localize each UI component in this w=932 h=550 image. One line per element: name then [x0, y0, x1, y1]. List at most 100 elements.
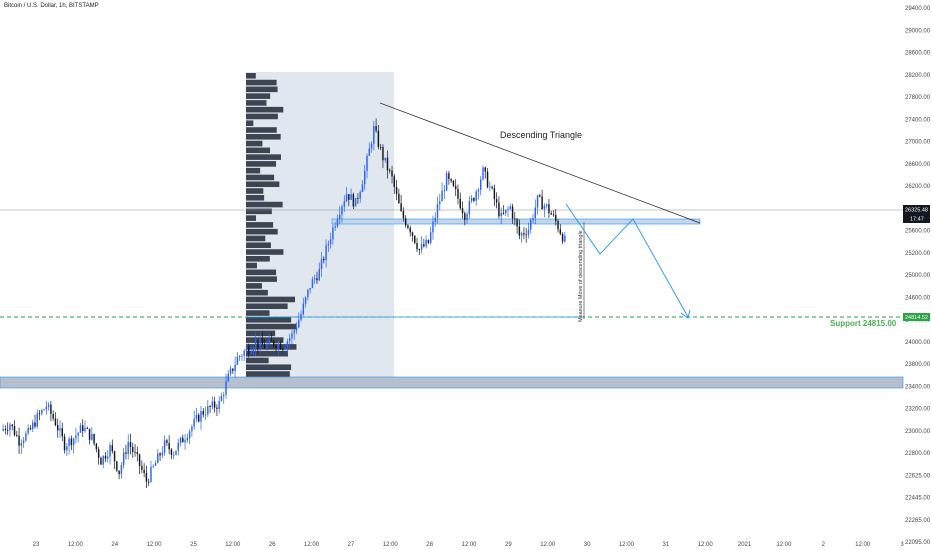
price-axis[interactable]: 29400.00 29000.00 28600.00 28200.00 27800.00…: [905, 6, 931, 546]
volume-profile-bar: [246, 106, 284, 113]
candle-body: [43, 409, 45, 411]
volume-profile-bar: [246, 181, 280, 188]
volume-profile-bar: [246, 120, 254, 127]
candle-body: [232, 368, 234, 371]
candle-body: [509, 206, 512, 209]
candle-body: [245, 347, 248, 351]
candle-body: [207, 405, 209, 415]
price-tick-label: 24000.00: [905, 340, 931, 346]
candle-body: [345, 194, 348, 202]
candle-body: [370, 143, 373, 149]
candle-body: [373, 126, 375, 144]
candle-body: [443, 190, 446, 192]
candle-body: [450, 179, 452, 182]
candle-body: [445, 173, 448, 191]
candle-body: [434, 217, 436, 222]
price-tick-label: 27000.00: [905, 140, 931, 146]
candle-body: [261, 338, 264, 345]
candle-body: [159, 453, 161, 456]
time-tick-label: 12:00: [855, 542, 871, 548]
candle-body: [238, 356, 241, 358]
candle-body: [548, 204, 550, 214]
candles: [2, 118, 566, 488]
candle-body: [250, 351, 252, 354]
volume-profile-bar: [246, 215, 257, 221]
volume-profile-bar: [246, 330, 276, 337]
candle-body: [423, 244, 425, 247]
candle-body: [191, 426, 193, 432]
candle-body: [479, 179, 482, 190]
price-tick-label: 29000.00: [905, 28, 931, 34]
candle-body: [127, 442, 129, 454]
candle-body: [116, 461, 118, 471]
candle-body: [500, 213, 502, 217]
volume-profile-bar: [246, 269, 277, 276]
candle-body: [154, 463, 157, 466]
price-tick-label: 28200.00: [905, 73, 931, 79]
candle-body: [477, 189, 480, 192]
candle-body: [375, 126, 377, 131]
candle-body: [323, 258, 325, 261]
time-tick-label: 28: [426, 542, 433, 548]
candle-body: [414, 235, 416, 243]
candle-body: [300, 313, 302, 320]
candle-body: [266, 343, 268, 349]
candle-body: [6, 430, 9, 431]
volume-profile-bar: [246, 235, 266, 242]
candle-body: [45, 406, 48, 410]
candle-body: [100, 457, 102, 465]
candle-body: [318, 268, 320, 281]
time-axis[interactable]: 23 12:00 24 12:00 25 12:00 26 12:00 27 12:00 28 12:…: [33, 542, 905, 548]
candle-body: [36, 413, 38, 427]
volume-profile-bar: [246, 344, 297, 350]
time-tick-label: 24: [111, 542, 118, 548]
candle-body: [91, 433, 93, 440]
price-tick-label: 24600.00: [905, 295, 931, 301]
candle-body: [111, 445, 114, 452]
candle-body: [402, 211, 405, 219]
candle-body: [25, 433, 27, 441]
candle-body: [50, 404, 52, 414]
candle-body: [286, 341, 289, 348]
candle-body: [298, 319, 300, 328]
candle-body: [279, 343, 282, 350]
measure-move-label: Measure Move of descending triangle: [578, 230, 584, 322]
candle-body: [20, 443, 23, 446]
candle-body: [270, 339, 273, 342]
price-tick-label: 25600.00: [905, 229, 931, 235]
candle-body: [47, 404, 50, 407]
candle-body: [16, 435, 18, 436]
volume-profile-bar: [246, 242, 271, 249]
candle-body: [104, 455, 107, 459]
volume-profile-bar: [246, 256, 270, 262]
candle-body: [61, 428, 63, 437]
candle-body: [291, 333, 293, 339]
candle-body: [357, 197, 359, 199]
candle-body: [129, 442, 132, 447]
candle-body: [534, 207, 537, 219]
candle-body: [409, 227, 411, 233]
candle-body: [223, 394, 225, 396]
volume-profile-bar: [246, 222, 274, 228]
candle-body: [122, 452, 125, 466]
time-tick-label: 12:00: [461, 542, 477, 548]
candle-body: [461, 208, 464, 214]
candle-body: [168, 442, 170, 450]
time-tick-label: 12:00: [540, 542, 556, 548]
candle-body: [197, 414, 200, 422]
volume-profile-bar: [246, 195, 265, 201]
candle-body: [41, 410, 43, 414]
candle-body: [213, 401, 216, 408]
candle-body: [505, 209, 507, 214]
time-tick-label: 12:00: [147, 542, 163, 548]
candle-body: [536, 195, 539, 208]
candle-body: [27, 427, 29, 434]
time-tick-label: 23: [33, 542, 40, 548]
time-tick-label: 3: [900, 542, 904, 548]
price-tick-label: 26200.00: [905, 184, 931, 190]
candle-body: [311, 279, 314, 288]
candle-body: [441, 190, 443, 202]
candle-body: [82, 425, 84, 432]
candle-body: [489, 186, 491, 188]
